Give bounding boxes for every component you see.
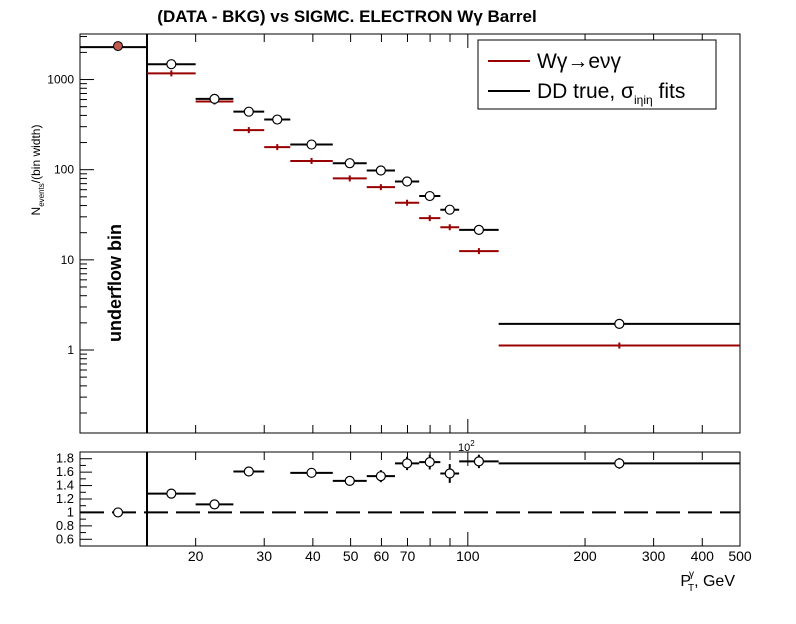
x-axis-exponent: 102: [458, 439, 475, 454]
xlabel-sub: T: [688, 583, 694, 594]
x-tick-label: 500: [728, 548, 752, 564]
legend-box: [477, 39, 717, 110]
main-y-tick-label: 100: [54, 163, 74, 177]
dd-data-point: [209, 93, 220, 104]
main-y-axis-label: Nevents/(bin width): [29, 125, 46, 216]
ratio-y-tick-label: 1: [67, 504, 74, 519]
dd-data-point: [473, 224, 485, 235]
x-tick-label: 300: [642, 548, 666, 564]
ratio-y-tick-label: 1.2: [56, 491, 74, 506]
x-tick-label: 20: [188, 548, 204, 564]
dd-data-point: [243, 106, 254, 117]
dd-data-point: [614, 318, 625, 329]
x-tick-label: 60: [374, 548, 390, 564]
main-y-tick-label: 1000: [47, 73, 74, 87]
main-data-marks: [80, 41, 740, 349]
main-y-tick-label: 1: [67, 343, 74, 357]
ratio-x-ticks: 20 30 40 50 60 70 100 200 300 400 500: [188, 452, 752, 564]
ylabel-main: N: [29, 207, 43, 216]
x-tick-label: 70: [400, 548, 416, 564]
dd-data-point: [444, 204, 455, 215]
ratio-panel: 0.60.811.21.41.61.8 20 30 40 50 60 70 100 200 30…: [56, 439, 752, 594]
ratio-data-point: [401, 458, 413, 469]
ratio-data-point: [344, 475, 355, 486]
x-axis-label: Pγ T, GeV: [680, 569, 735, 594]
dd-data-point: [424, 190, 435, 202]
ratio-y-tick-label: 1.6: [56, 464, 74, 479]
x-tick-label: 100: [456, 548, 480, 564]
ratio-y-tick-label: 1.4: [56, 478, 74, 493]
x-exponent-base: 10: [458, 442, 470, 454]
ratio-y-tick-label: 1.8: [56, 451, 74, 466]
x-tick-label: 40: [305, 548, 321, 564]
legend-dd-main: DD true, σ: [537, 80, 634, 103]
x-tick-label: 400: [691, 548, 715, 564]
dd-data-point: [344, 158, 355, 169]
ratio-data-point: [166, 488, 177, 499]
ratio-y-tick-label: 0.8: [56, 518, 74, 533]
main-frame: [79, 33, 741, 434]
ratio-data-point: [243, 466, 254, 477]
legend-label-mc: Wγ→eνγ: [537, 50, 622, 73]
ratio-data-point: [209, 499, 220, 510]
ratio-y-ticks: 0.60.811.21.41.61.8: [56, 451, 92, 547]
ratio-data-point: [306, 467, 317, 478]
underflow-label: underflow bin: [105, 224, 125, 342]
ratio-underflow-point: [112, 507, 124, 518]
x-tick-label: 30: [256, 548, 272, 564]
chart-title: (DATA - BKG) vs SIGMC. ELECTRON Wγ Barre…: [157, 7, 536, 26]
legend-label-dd: DD true, σiηiη fits: [537, 80, 685, 107]
legend-dd-sub: iηiη: [634, 93, 653, 107]
ratio-data-point: [473, 456, 485, 467]
legend: Wγ→eνγ DD true, σiηiη fits: [477, 39, 717, 110]
ratio-data-point: [424, 456, 435, 468]
ratio-data-point: [375, 471, 386, 482]
main-panel: underflow bin 1 10 100 1000 Nevents/(bin wi…: [29, 33, 741, 434]
x-exponent-power: 2: [470, 439, 475, 448]
ratio-data-point: [614, 458, 625, 469]
legend-dd-tail: fits: [653, 80, 686, 103]
ratio-y-tick-label: 0.6: [56, 531, 74, 546]
xlabel-sup: γ: [689, 569, 694, 580]
dd-data-point: [375, 165, 386, 176]
dd-data-point: [166, 59, 177, 70]
ratio-data-point: [444, 468, 455, 479]
dd-data-point: [272, 114, 283, 125]
ratio-data-marks: [112, 454, 740, 518]
ylabel-rest: /(bin width): [29, 125, 43, 184]
ylabel-sub: events: [37, 183, 46, 207]
main-y-tick-label: 10: [61, 253, 75, 267]
dd-data-point: [401, 176, 413, 187]
x-tick-label: 200: [573, 548, 597, 564]
dd-data-point: [306, 139, 317, 150]
underflow-point: [113, 41, 123, 52]
main-y-ticks: 1 10 100 1000: [47, 36, 94, 414]
x-tick-label: 50: [343, 548, 359, 564]
xlabel-main: P: [680, 573, 691, 590]
xlabel-rest: , GeV: [694, 573, 735, 590]
